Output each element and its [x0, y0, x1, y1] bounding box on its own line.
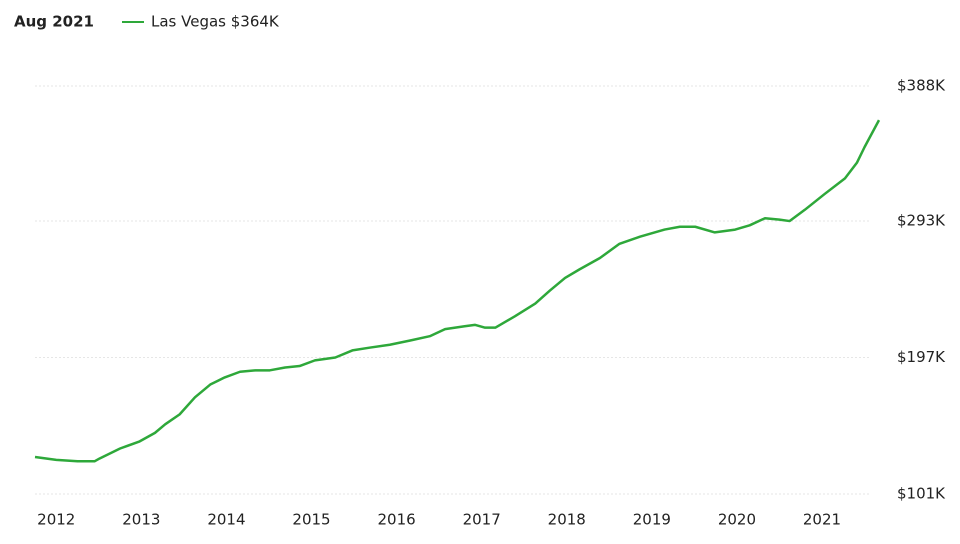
x-tick-label: 2013 [122, 511, 160, 529]
date-label: Aug 2021 [14, 13, 94, 31]
series-line [34, 119, 881, 463]
x-tick-label: 2018 [548, 511, 586, 529]
x-tick-label: 2012 [37, 511, 75, 529]
x-tick-label: 2014 [207, 511, 245, 529]
y-tick-label: $388K [897, 77, 946, 95]
x-tick-label: 2016 [377, 511, 415, 529]
x-tick-label: 2021 [803, 511, 841, 529]
x-tick-label: 2017 [463, 511, 501, 529]
y-tick-label: $293K [897, 212, 946, 230]
x-tick-label: 2020 [718, 511, 756, 529]
x-tick-label: 2015 [292, 511, 330, 529]
x-tick-label: 2019 [633, 511, 671, 529]
legend-label: Las Vegas $364K [151, 13, 280, 31]
y-tick-label: $197K [897, 348, 946, 366]
y-tick-label: $101K [897, 485, 946, 503]
